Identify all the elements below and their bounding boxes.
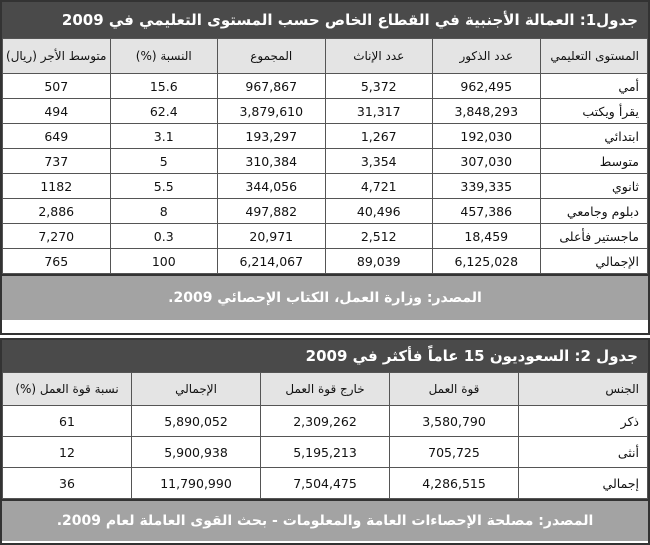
header-cell: المستوى التعليمي bbox=[539, 38, 648, 74]
table-cell: 18,459 bbox=[432, 223, 541, 249]
table-cell: 5,890,052 bbox=[131, 405, 261, 437]
table-cell: 1182 bbox=[2, 173, 111, 199]
header-cell: النسبة (%) bbox=[109, 38, 218, 74]
table-cell: ذكر bbox=[518, 405, 648, 437]
table-cell: 339,335 bbox=[432, 173, 541, 199]
table-cell: 7,504,475 bbox=[260, 467, 390, 499]
table-row: أمي 962,495 5,372 967,867 15.6 507 bbox=[2, 73, 648, 99]
header-cell: قوة العمل bbox=[389, 372, 519, 406]
header-cell: عدد الذكور bbox=[432, 38, 541, 74]
table-cell: 494 bbox=[2, 98, 111, 124]
table-cell: 3,580,790 bbox=[389, 405, 519, 437]
table-cell: 89,039 bbox=[324, 248, 433, 274]
table-cell: 6,214,067 bbox=[217, 248, 326, 274]
table-cell: 2,512 bbox=[324, 223, 433, 249]
table-cell: 100 bbox=[109, 248, 218, 274]
table-cell: 310,384 bbox=[217, 148, 326, 174]
table-cell: 5,195,213 bbox=[260, 436, 390, 468]
table-cell: 497,882 bbox=[217, 198, 326, 224]
table-cell: يقرأ ويكتب bbox=[539, 98, 648, 124]
table-cell: 344,056 bbox=[217, 173, 326, 199]
header-cell: متوسط الأجر (ريال) bbox=[2, 38, 111, 74]
source-note: المصدر: مصلحة الإحصاءات العامة والمعلوما… bbox=[2, 499, 648, 541]
header-cell: المجموع bbox=[217, 38, 326, 74]
table-cell: 2,886 bbox=[2, 198, 111, 224]
table-row: ذكر 3,580,790 2,309,262 5,890,052 61 bbox=[2, 405, 648, 437]
table-cell: 11,790,990 bbox=[131, 467, 261, 499]
table-cell: ثانوي bbox=[539, 173, 648, 199]
table-cell: 737 bbox=[2, 148, 111, 174]
header-cell: الإجمالي bbox=[131, 372, 261, 406]
table-cell: دبلوم وجامعي bbox=[539, 198, 648, 224]
table-row: ابتدائي 192,030 1,267 193,297 3.1 649 bbox=[2, 123, 648, 149]
table-cell: 192,030 bbox=[432, 123, 541, 149]
header-cell: عدد الإناث bbox=[324, 38, 433, 74]
header-cell: خارج قوة العمل bbox=[260, 372, 390, 406]
table-cell: 5,372 bbox=[324, 73, 433, 99]
table-cell: 5 bbox=[109, 148, 218, 174]
table-cell: 457,386 bbox=[432, 198, 541, 224]
header-row: المستوى التعليمي عدد الذكور عدد الإناث المج… bbox=[2, 38, 648, 74]
data-table: المستوى التعليمي عدد الذكور عدد الإناث المج… bbox=[2, 38, 648, 274]
table-cell: 967,867 bbox=[217, 73, 326, 99]
table-cell: 20,971 bbox=[217, 223, 326, 249]
table-block: جدول 2: السعوديون 15 عاماً فأكثر في 2009… bbox=[0, 338, 650, 545]
source-note: المصدر: وزارة العمل، الكتاب الإحصائي 200… bbox=[2, 274, 648, 320]
table-cell: 3.1 bbox=[109, 123, 218, 149]
table-cell: 8 bbox=[109, 198, 218, 224]
table-cell: ابتدائي bbox=[539, 123, 648, 149]
table-row: يقرأ ويكتب 3,848,293 31,317 3,879,610 62.4 49… bbox=[2, 98, 648, 124]
table-cell: 307,030 bbox=[432, 148, 541, 174]
data-table: الجنس قوة العمل خارج قوة العمل الإجمالي نسبة… bbox=[2, 372, 648, 499]
table-cell: 36 bbox=[2, 467, 132, 499]
table-cell: 0.3 bbox=[109, 223, 218, 249]
table-cell: 61 bbox=[2, 405, 132, 437]
table-cell: 5.5 bbox=[109, 173, 218, 199]
table-cell: 3,879,610 bbox=[217, 98, 326, 124]
table-cell: 5,900,938 bbox=[131, 436, 261, 468]
table-cell: 40,496 bbox=[324, 198, 433, 224]
table-title: جدول 2: السعوديون 15 عاماً فأكثر في 2009 bbox=[2, 340, 648, 372]
table-cell: ماجستير فأعلى bbox=[539, 223, 648, 249]
table-row: متوسط 307,030 3,354 310,384 5 737 bbox=[2, 148, 648, 174]
table-block: جدول1: العمالة الأجنبية في القطاع الخاص … bbox=[0, 0, 650, 335]
table-cell: أمي bbox=[539, 73, 648, 99]
table-cell: متوسط bbox=[539, 148, 648, 174]
table-cell: 765 bbox=[2, 248, 111, 274]
table-cell: 31,317 bbox=[324, 98, 433, 124]
table-cell: 4,286,515 bbox=[389, 467, 519, 499]
header-cell: الجنس bbox=[518, 372, 648, 406]
table-cell: 507 bbox=[2, 73, 111, 99]
table-cell: 15.6 bbox=[109, 73, 218, 99]
table-cell: 1,267 bbox=[324, 123, 433, 149]
table-row: الإجمالي 6,125,028 89,039 6,214,067 100 765 bbox=[2, 248, 648, 274]
table-row: دبلوم وجامعي 457,386 40,496 497,882 8 2,886 bbox=[2, 198, 648, 224]
header-row: الجنس قوة العمل خارج قوة العمل الإجمالي نسبة… bbox=[2, 372, 648, 406]
table-row: ماجستير فأعلى 18,459 2,512 20,971 0.3 7,270 bbox=[2, 223, 648, 249]
table-cell: الإجمالي bbox=[539, 248, 648, 274]
table-cell: أنثى bbox=[518, 436, 648, 468]
table-cell: 4,721 bbox=[324, 173, 433, 199]
table-row: ثانوي 339,335 4,721 344,056 5.5 1182 bbox=[2, 173, 648, 199]
table-cell: 3,354 bbox=[324, 148, 433, 174]
table-cell: 962,495 bbox=[432, 73, 541, 99]
table-cell: 193,297 bbox=[217, 123, 326, 149]
table-cell: 6,125,028 bbox=[432, 248, 541, 274]
table-cell: 649 bbox=[2, 123, 111, 149]
table-row: أنثى 705,725 5,195,213 5,900,938 12 bbox=[2, 436, 648, 468]
table-cell: 12 bbox=[2, 436, 132, 468]
table-cell: إجمالي bbox=[518, 467, 648, 499]
table-cell: 2,309,262 bbox=[260, 405, 390, 437]
table-cell: 62.4 bbox=[109, 98, 218, 124]
table-title: جدول1: العمالة الأجنبية في القطاع الخاص … bbox=[2, 2, 648, 38]
table-row: إجمالي 4,286,515 7,504,475 11,790,990 36 bbox=[2, 467, 648, 499]
table-cell: 705,725 bbox=[389, 436, 519, 468]
table-cell: 7,270 bbox=[2, 223, 111, 249]
header-cell: نسبة قوة العمل (%) bbox=[2, 372, 132, 406]
table-cell: 3,848,293 bbox=[432, 98, 541, 124]
